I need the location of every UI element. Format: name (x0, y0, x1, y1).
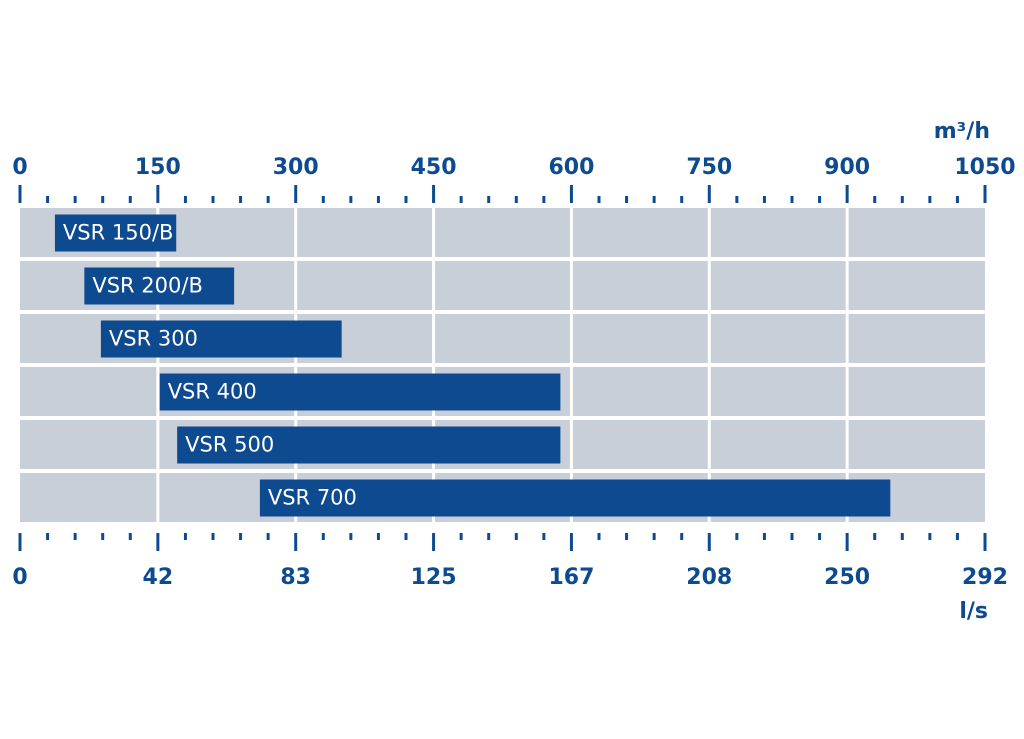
x2-tick-label: 292 (962, 565, 1008, 590)
x-tick-label: 150 (135, 155, 181, 180)
x2-tick-label: 208 (686, 565, 732, 590)
x-tick-label: 300 (273, 155, 319, 180)
x2-tick-label: 0 (12, 565, 27, 590)
bar (177, 426, 561, 464)
bar-label: VSR 400 (168, 380, 257, 404)
x2-tick-label: 125 (411, 565, 457, 590)
x2-axis-unit: l/s (959, 599, 988, 624)
bar-label: VSR 300 (109, 327, 198, 351)
bar-label: VSR 200/B (92, 274, 203, 298)
x-axis-unit: m³/h (934, 119, 990, 144)
x-tick-label: 0 (12, 155, 27, 180)
x-tick-label: 450 (411, 155, 457, 180)
x-tick-label: 900 (824, 155, 870, 180)
x2-tick-label: 167 (548, 565, 594, 590)
x2-tick-label: 42 (143, 565, 174, 590)
x2-tick-label: 83 (280, 565, 311, 590)
bar (100, 320, 342, 358)
bar-label: VSR 150/B (63, 221, 174, 245)
x2-tick-label: 250 (824, 565, 870, 590)
bar (84, 267, 235, 305)
bar-label: VSR 500 (185, 433, 274, 457)
x-tick-label: 600 (548, 155, 594, 180)
bar (159, 373, 561, 411)
x-tick-label: 750 (686, 155, 732, 180)
x-tick-label: 1050 (954, 155, 1015, 180)
bar (259, 479, 891, 517)
bar-label: VSR 700 (268, 486, 357, 510)
row-background (20, 208, 985, 257)
bar (54, 214, 177, 252)
